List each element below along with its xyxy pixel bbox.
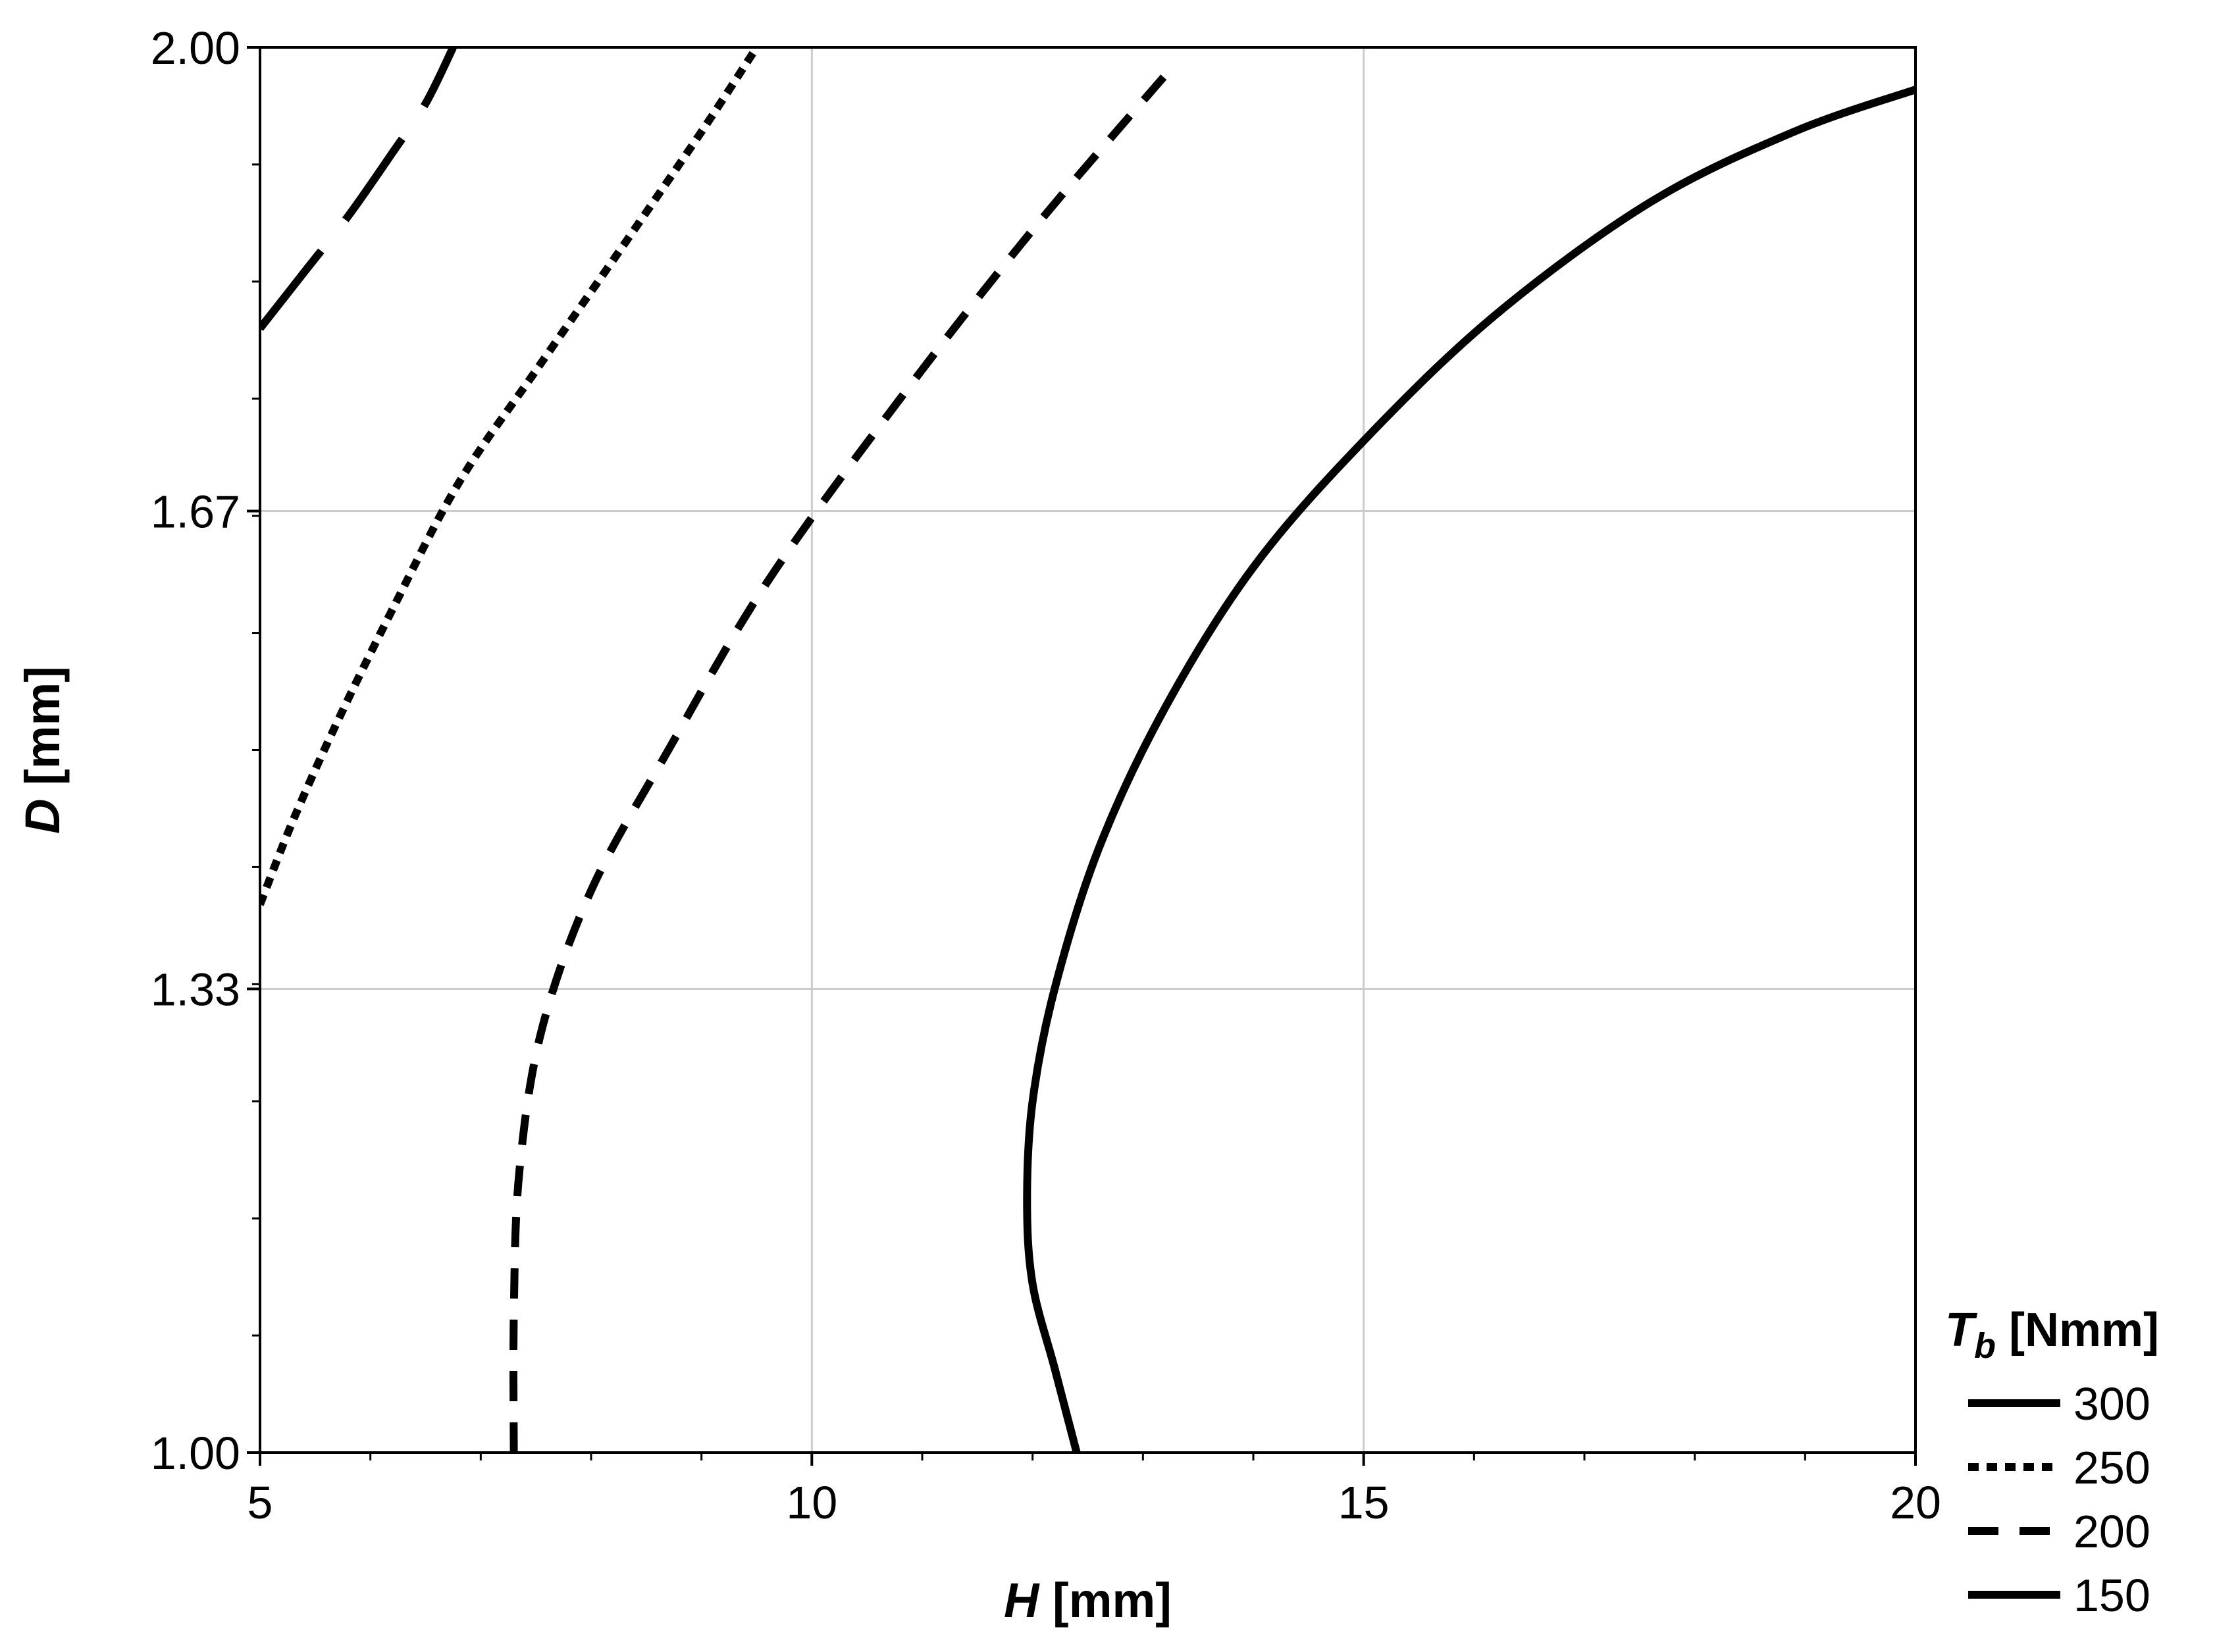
- series-lines: [260, 47, 1915, 1453]
- legend-item-150: 150: [1968, 1570, 2150, 1621]
- legend: Tb [Nmm] 300 250 200 150: [1945, 1304, 2159, 1621]
- x-tick-label: 10: [786, 1477, 837, 1528]
- y-tick-label: 1.67: [151, 486, 240, 538]
- legend-item-200: 200: [1968, 1506, 2150, 1557]
- x-tick-label: 5: [248, 1477, 273, 1528]
- legend-label: 250: [2073, 1442, 2150, 1493]
- legend-label: 300: [2073, 1378, 2150, 1430]
- legend-item-300: 300: [1968, 1378, 2150, 1430]
- series-line-250: [260, 47, 760, 906]
- legend-item-250: 250: [1968, 1442, 2150, 1493]
- legend-label: 200: [2073, 1506, 2150, 1557]
- plot-frame: [259, 46, 1917, 1454]
- x-tick-label: 15: [1338, 1477, 1390, 1528]
- tick-labels: 5 10 15 20 1.00 1.33 1.67 2.00: [151, 22, 1941, 1528]
- legend-label: 150: [2073, 1570, 2150, 1621]
- y-axis-title: D [mm]: [15, 666, 70, 834]
- x-tick-label: 20: [1890, 1477, 1941, 1528]
- series-line-200: [509, 72, 1168, 1453]
- x-axis-title: H [mm]: [1004, 1573, 1172, 1628]
- y-tick-label: 1.00: [151, 1428, 240, 1479]
- y-tick-label: 2.00: [151, 22, 240, 74]
- y-tick-label: 1.33: [151, 964, 240, 1015]
- series-line-150: [1023, 86, 1915, 1453]
- grid: [260, 47, 1915, 1453]
- legend-title: Tb [Nmm]: [1945, 1304, 2159, 1366]
- series-line-300: [260, 47, 457, 331]
- legend-items: 300 250 200 150: [1968, 1378, 2150, 1621]
